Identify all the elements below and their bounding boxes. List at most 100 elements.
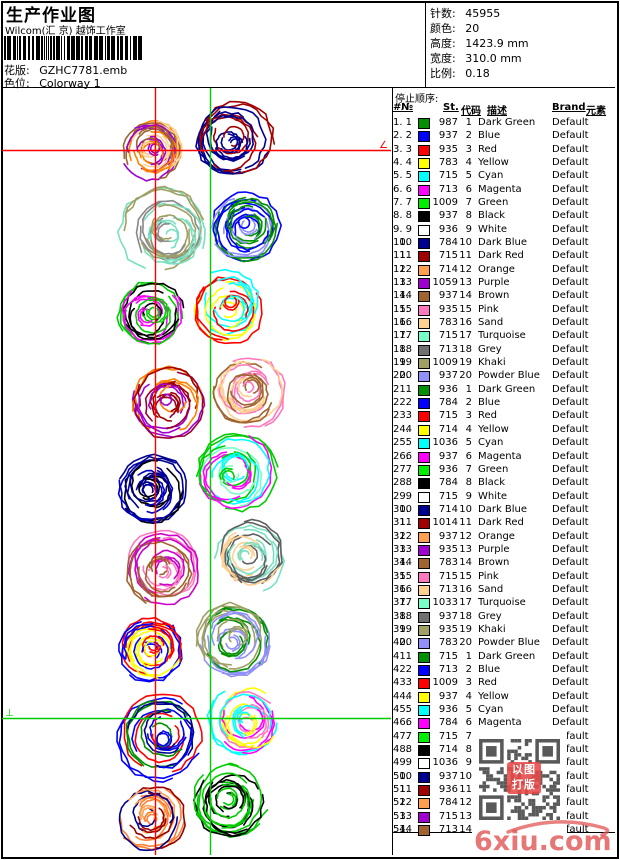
thread-description: Grey xyxy=(478,610,502,622)
thread-brand: Default xyxy=(552,757,589,769)
thread-brand: Default xyxy=(552,543,589,555)
thread-color-swatch xyxy=(418,624,430,636)
stitch-count: 936 xyxy=(438,463,458,475)
stitch-count-label: 针数: xyxy=(430,7,456,20)
thread-color-swatch xyxy=(418,798,430,810)
thread-description: Dark Red xyxy=(478,250,524,262)
table-row: 29. 9 715 9 White Default xyxy=(0,490,620,503)
stitch-count: 784 xyxy=(438,237,458,249)
thread-code: 12 xyxy=(459,530,472,542)
table-row: 24. 4 714 4 Yellow Default xyxy=(0,423,620,436)
stop-number: 3. xyxy=(393,143,403,155)
thread-color-swatch xyxy=(418,438,430,450)
rose-motif xyxy=(118,616,183,683)
thread-color-swatch xyxy=(418,638,430,650)
thread-code: 13 xyxy=(459,810,472,822)
thread-color-swatch xyxy=(418,598,430,610)
thread-code: 2 xyxy=(465,663,472,675)
thread-color-swatch xyxy=(418,651,430,663)
thread-code: 7 xyxy=(465,197,472,209)
stitch-count: 937 xyxy=(438,530,458,542)
needle-number: 11 xyxy=(399,784,412,795)
thread-color-swatch xyxy=(418,118,430,129)
stitch-count: 1009 xyxy=(432,357,458,369)
needle-number: 14 xyxy=(399,290,412,302)
seal-text-line2: 打版 xyxy=(512,778,536,791)
thread-brand: Default xyxy=(552,170,589,182)
table-row: 6. 6 713 6 Magenta Default xyxy=(0,183,620,196)
needle-number: 15 xyxy=(399,570,412,582)
thread-brand: Default xyxy=(552,650,589,662)
stop-number: 16. xyxy=(393,317,409,329)
stitch-count: 714 xyxy=(438,423,458,435)
stop-number: 35. xyxy=(393,570,409,582)
studio-name: Wilcom(汇 京) 越饰工作室 xyxy=(5,26,126,37)
stop-number: 36. xyxy=(393,583,409,595)
thread-color-swatch xyxy=(418,704,430,716)
thread-color-swatch xyxy=(418,518,430,530)
column-header: № xyxy=(401,102,414,113)
thread-color-swatch xyxy=(418,504,430,516)
stitch-count: 937 xyxy=(438,130,458,142)
table-row: 45. 5 936 5 Cyan Default xyxy=(0,703,620,716)
thread-brand: Default xyxy=(552,810,589,822)
needle-number: 13 xyxy=(399,277,412,289)
stitch-count: 714 xyxy=(438,743,458,755)
thread-color-swatch xyxy=(418,744,430,756)
thread-code: 7 xyxy=(465,463,472,475)
table-row: 27. 7 936 7 Green Default xyxy=(0,463,620,476)
thread-brand: Default xyxy=(552,663,589,675)
stitch-count: 1009 xyxy=(432,197,458,209)
thread-brand: Default xyxy=(552,143,589,155)
table-row: 23. 3 715 3 Red Default xyxy=(0,409,620,423)
stop-number: 34. xyxy=(393,557,409,569)
thread-brand: Default xyxy=(552,223,589,235)
stitch-count: 715 xyxy=(438,810,458,822)
thread-color-swatch xyxy=(418,451,430,463)
needle-number: 10 xyxy=(399,237,412,249)
thread-description: Blue xyxy=(478,397,501,409)
site-watermark: 6xiu.com xyxy=(474,820,612,857)
needle-number: 2 xyxy=(405,130,412,142)
stitch-count: 936 xyxy=(438,703,458,715)
needle-number: 2 xyxy=(405,397,412,409)
thread-code: 17 xyxy=(459,330,472,342)
thread-code: 3 xyxy=(465,143,472,155)
needle-number: 20 xyxy=(399,370,412,382)
needle-number: 9 xyxy=(405,490,412,502)
thread-code: 3 xyxy=(465,410,472,422)
thread-brand: Default xyxy=(552,677,589,689)
needle-number: 16 xyxy=(399,317,412,329)
header-divider-vertical xyxy=(425,1,426,87)
thread-description: Magenta xyxy=(478,717,522,729)
thread-brand: Default xyxy=(552,463,589,475)
thread-code: 11 xyxy=(459,784,472,795)
table-row: 18. 18 713 18 Grey Default xyxy=(0,343,620,356)
stitch-count: 937 xyxy=(438,210,458,222)
table-row: 14. 14 937 14 Brown Default xyxy=(0,289,620,303)
thread-description: Red xyxy=(478,410,497,422)
stop-number: 32. xyxy=(393,530,409,542)
thread-brand: Default xyxy=(552,263,589,275)
table-row: 38. 18 937 18 Grey Default xyxy=(0,610,620,623)
rose-motif xyxy=(193,268,263,345)
thread-brand: Default xyxy=(552,197,589,209)
thread-brand: Default xyxy=(552,343,589,355)
scale-value: 0.18 xyxy=(465,67,490,80)
stop-number: 23. xyxy=(393,410,409,422)
stitch-count: 937 xyxy=(438,450,458,462)
rose-motif xyxy=(192,762,269,839)
needle-number: 8 xyxy=(405,210,412,222)
thread-color-swatch xyxy=(418,184,430,196)
stop-number: 45. xyxy=(393,703,409,715)
thread-code: 13 xyxy=(459,543,472,555)
thread-brand: Default xyxy=(552,450,589,462)
column-header: # xyxy=(393,102,402,113)
thread-description: Brown xyxy=(478,290,510,302)
stitch-count: 1009 xyxy=(432,677,458,689)
needle-number: 3 xyxy=(405,143,412,155)
needle-number: 8 xyxy=(405,477,412,489)
thread-brand: Default xyxy=(552,583,589,595)
